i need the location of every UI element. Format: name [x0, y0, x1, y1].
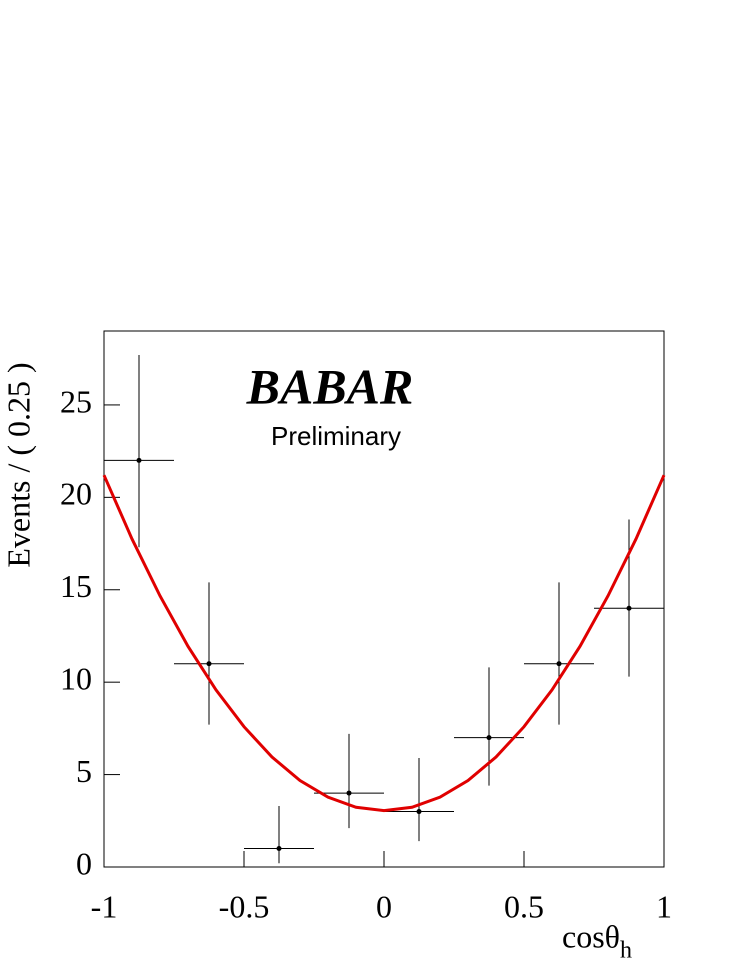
- y-tick-label: 25: [60, 383, 92, 419]
- data-point: [486, 735, 492, 741]
- y-tick-label: 0: [76, 845, 92, 881]
- data-point: [346, 790, 352, 796]
- logo: BABAR: [246, 358, 414, 414]
- fit-curve: [102, 474, 666, 813]
- y-tick-label: 5: [76, 753, 92, 789]
- x-tick-label: 0: [376, 888, 392, 924]
- x-tick-label: 0.5: [504, 888, 544, 924]
- y-axis-label: Events / ( 0.25 ): [0, 362, 36, 567]
- y-tick-label: 15: [60, 568, 92, 604]
- subtitle: Preliminary: [271, 421, 401, 451]
- x-tick-label: -1: [91, 888, 118, 924]
- x-axis-label: cosθ: [562, 918, 620, 954]
- data-point: [206, 661, 212, 667]
- data-point: [276, 846, 282, 852]
- data-point: [416, 809, 422, 815]
- y-tick-label: 20: [60, 476, 92, 512]
- x-axis-label-sub: h: [620, 938, 632, 964]
- data-point: [136, 457, 142, 463]
- x-tick-label: -0.5: [219, 888, 270, 924]
- x-tick-label: 1: [656, 888, 672, 924]
- data-point: [556, 661, 562, 667]
- data-point: [626, 605, 632, 611]
- y-tick-label: 10: [60, 661, 92, 697]
